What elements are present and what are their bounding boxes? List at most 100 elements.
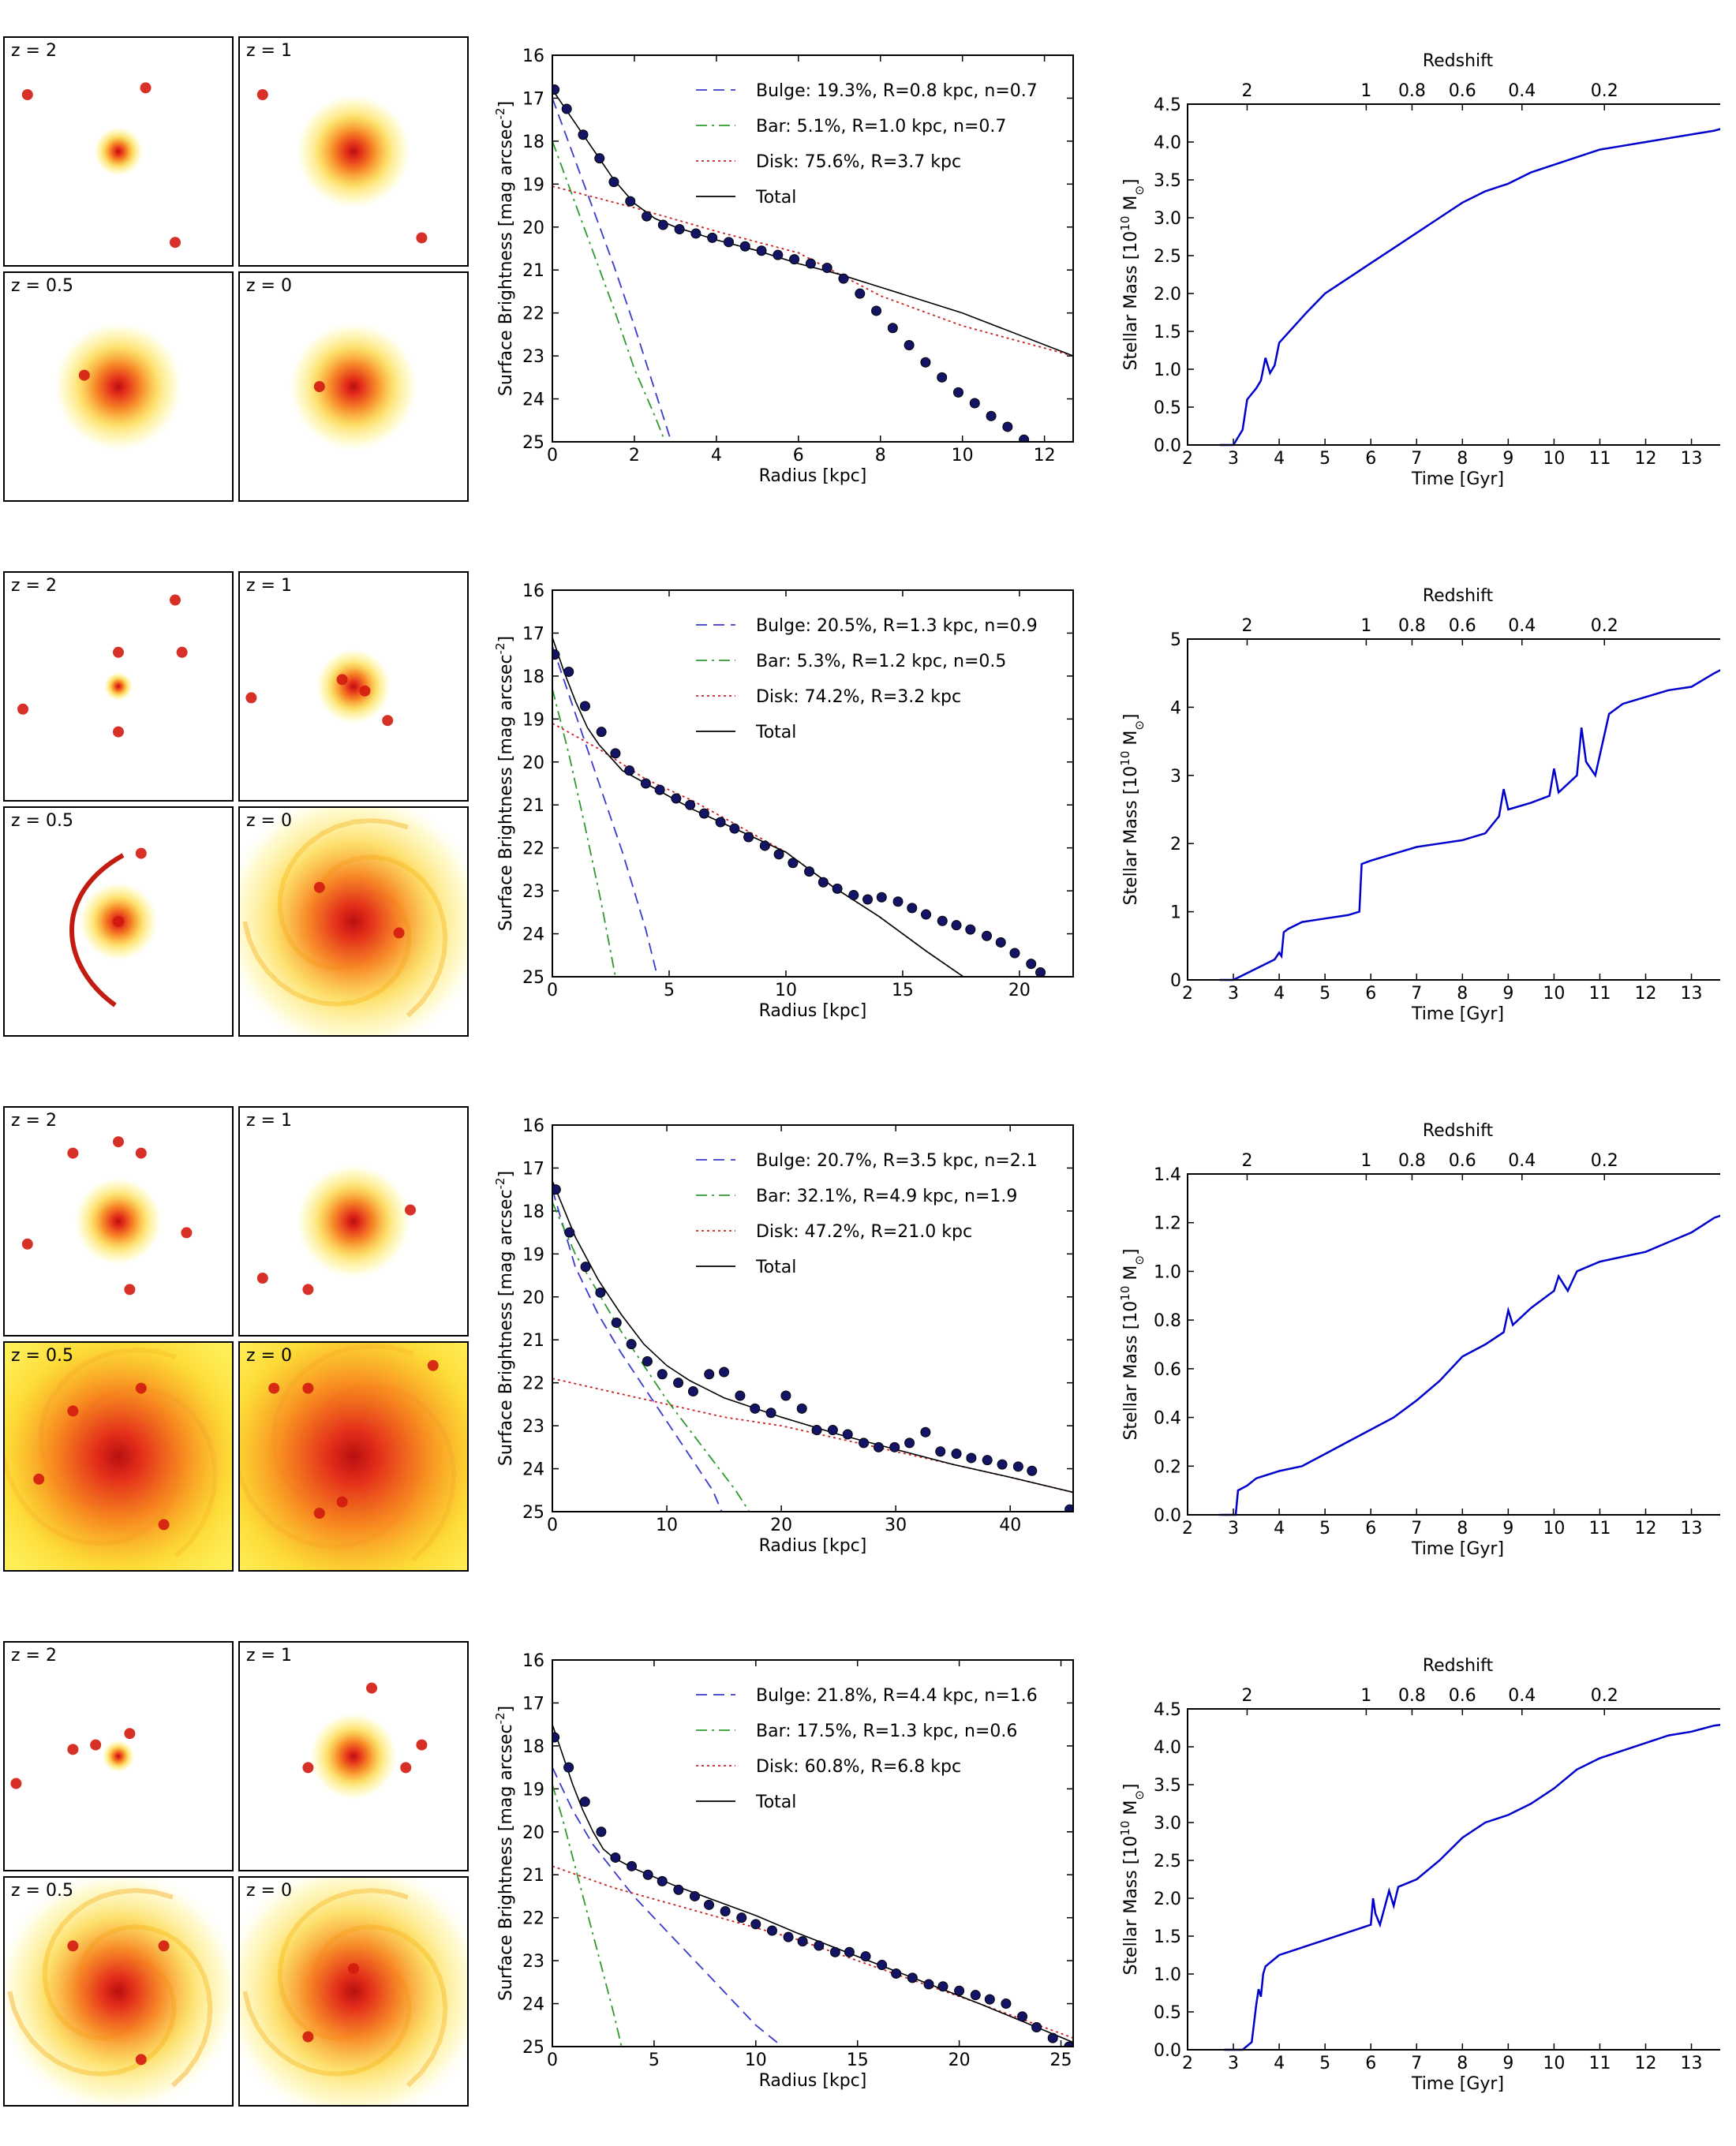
x-tick-label: 5 — [649, 2051, 660, 2070]
y-axis-label: Surface Brightness [mag arcsec-2] — [493, 101, 516, 396]
x-tick-label: 10 — [1543, 984, 1565, 1004]
x-axis-label: Radius [kpc] — [759, 1001, 867, 1021]
legend-label: Disk: 74.2%, R=3.2 kpc — [756, 687, 961, 707]
profile-data-point — [1001, 1998, 1012, 2010]
bulge-model-line — [552, 1189, 723, 1512]
profile-data-point — [759, 840, 770, 851]
redshift-tick-label: 0.8 — [1398, 81, 1426, 101]
x-tick-label: 7 — [1411, 1519, 1422, 1538]
y-tick-label: 16 — [522, 47, 544, 66]
x-tick-label: 11 — [1588, 1519, 1611, 1538]
galaxy-thumbnail: z = 2 — [3, 36, 234, 267]
y-tick-label: 2.5 — [1154, 1852, 1181, 1871]
redshift-tick-label: 2 — [1241, 1686, 1252, 1706]
y-tick-label: 19 — [522, 1245, 544, 1265]
profile-data-point — [773, 249, 784, 260]
stellar-mass-line — [1219, 1214, 1720, 1516]
profile-data-point — [920, 1426, 931, 1438]
y-tick-label: 1.2 — [1154, 1214, 1181, 1234]
y-tick-label: 20 — [522, 1823, 544, 1843]
profile-data-point — [657, 1369, 668, 1380]
x-tick-label: 11 — [1588, 2054, 1611, 2073]
total-model-line — [552, 1724, 1073, 2043]
profile-data-point — [838, 273, 849, 284]
bar-model-line — [552, 140, 666, 442]
plot-frame — [1187, 1708, 1720, 2051]
profile-data-point — [736, 1912, 747, 1924]
profile-data-point — [673, 1378, 684, 1389]
stellar-mass-line — [1219, 669, 1720, 981]
profile-data-point — [937, 915, 948, 926]
redshift-axis-label: Redshift — [1423, 1121, 1494, 1141]
bulge-model-line — [552, 98, 672, 442]
redshift-label: z = 0 — [246, 1881, 292, 1901]
x-tick-label: 8 — [1457, 1519, 1468, 1538]
profile-data-point — [657, 219, 668, 230]
x-axis-label: Radius [kpc] — [759, 466, 867, 486]
plot-frame — [1187, 1173, 1720, 1516]
x-tick-label: 0 — [547, 1516, 558, 1535]
profile-data-point — [640, 778, 651, 789]
galaxy-thumbnail: z = 0 — [238, 1341, 469, 1572]
plot-frame — [552, 1659, 1074, 2047]
y-tick-label: 16 — [522, 1651, 544, 1671]
galaxy-thumbnail: z = 0.5 — [3, 1876, 234, 2107]
stellar-mass-line — [1224, 1724, 1720, 2051]
profile-data-point — [552, 649, 560, 660]
redshift-label: z = 0 — [246, 1346, 292, 1366]
y-tick-label: 19 — [522, 1780, 544, 1800]
y-tick-label: 23 — [522, 1952, 544, 1972]
x-tick-label: 4 — [1274, 984, 1285, 1004]
legend-label: Total — [755, 723, 796, 742]
y-axis-label: Stellar Mass [1010 M⊙] — [1118, 1783, 1147, 1975]
x-axis-label: Radius [kpc] — [759, 2071, 867, 2091]
redshift-axis-label: Redshift — [1423, 51, 1494, 71]
x-tick-label: 6 — [1365, 1519, 1376, 1538]
profile-data-point — [594, 153, 605, 164]
y-tick-label: 0.8 — [1154, 1311, 1181, 1331]
profile-data-point — [804, 866, 815, 877]
x-tick-label: 12 — [1635, 2054, 1657, 2073]
y-tick-label: 22 — [522, 1374, 544, 1394]
profile-data-point — [563, 1762, 574, 1773]
profile-data-point — [859, 1438, 870, 1449]
y-tick-label: 25 — [522, 968, 544, 988]
profile-data-point — [783, 1931, 794, 1942]
redshift-label: z = 0.5 — [11, 1346, 73, 1366]
y-tick-label: 1.0 — [1154, 361, 1181, 380]
x-tick-label: 3 — [1228, 984, 1239, 1004]
y-tick-label: 24 — [522, 925, 544, 945]
x-tick-label: 20 — [1008, 981, 1031, 1000]
x-tick-label: 6 — [1365, 984, 1376, 1004]
stellar-mass-chart: 2345678910111213210.80.60.40.200.00.20.4… — [1118, 1121, 1720, 1559]
y-tick-label: 21 — [522, 1331, 544, 1351]
x-tick-label: 4 — [1274, 2054, 1285, 2073]
x-tick-label: 5 — [1319, 2054, 1330, 2073]
total-model-line — [552, 637, 964, 977]
y-tick-label: 5 — [1170, 630, 1181, 650]
profile-data-point — [904, 340, 915, 350]
y-tick-label: 18 — [522, 1202, 544, 1222]
x-tick-label: 10 — [1543, 2054, 1565, 2073]
x-tick-label: 10 — [1543, 1519, 1565, 1538]
x-tick-label: 8 — [875, 446, 886, 465]
profile-data-point — [1002, 421, 1013, 432]
profile-data-point — [552, 1184, 561, 1195]
y-tick-label: 1.4 — [1154, 1165, 1181, 1185]
profile-data-point — [842, 1429, 853, 1440]
redshift-tick-label: 0.2 — [1591, 616, 1618, 636]
galaxy-image — [17, 594, 188, 738]
x-tick-label: 2 — [1182, 984, 1193, 1004]
x-tick-label: 10 — [775, 981, 797, 1000]
y-tick-label: 18 — [522, 133, 544, 152]
y-tick-label: 20 — [522, 1288, 544, 1308]
y-tick-label: 1.5 — [1154, 323, 1181, 342]
redshift-tick-label: 0.8 — [1398, 616, 1426, 636]
redshift-tick-label: 0.2 — [1591, 1151, 1618, 1171]
profile-data-point — [1017, 2011, 1028, 2022]
profile-data-point — [765, 1408, 776, 1419]
redshift-label: z = 2 — [11, 41, 57, 61]
galaxy-image — [21, 82, 181, 249]
redshift-tick-label: 1 — [1360, 616, 1371, 636]
profile-data-point — [552, 1732, 560, 1743]
